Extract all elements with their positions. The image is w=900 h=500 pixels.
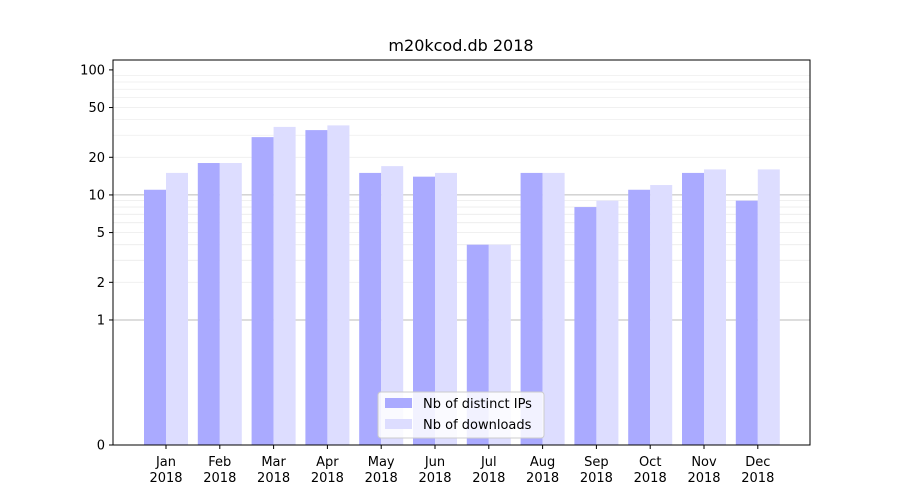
bar-distinct-ips [413, 176, 435, 445]
bar-distinct-ips [359, 172, 382, 445]
bar-downloads [435, 172, 457, 445]
legend-label-series-2: Nb of downloads [423, 418, 532, 433]
bar-distinct-ips [251, 137, 274, 445]
x-tick-label-month: Aug [530, 455, 555, 470]
x-tick-label-month: May [368, 455, 395, 470]
y-tick-label: 50 [88, 101, 105, 116]
bar-downloads [542, 172, 565, 445]
x-tick-label-year: 2018 [741, 471, 774, 486]
y-tick-label: 2 [97, 276, 105, 291]
x-tick-label-year: 2018 [418, 471, 451, 486]
legend-box [377, 391, 545, 439]
x-tick-label-month: Jun [424, 455, 445, 470]
bar-downloads [381, 166, 404, 445]
x-axis: Jan2018Feb2018Mar2018Apr2018May2018Jun20… [149, 445, 774, 486]
y-tick-label: 100 [80, 63, 105, 78]
bar-distinct-ips [144, 189, 166, 445]
x-tick-label-year: 2018 [149, 471, 182, 486]
chart-title: m20kcod.db 2018 [388, 36, 533, 55]
y-axis: 0 1 2 5 10 20 50 100 [80, 63, 113, 454]
x-tick-label-year: 2018 [203, 471, 236, 486]
x-tick-label-month: Apr [316, 455, 339, 470]
bar-distinct-ips [520, 172, 543, 445]
x-tick-label-year: 2018 [472, 471, 505, 486]
bar-distinct-ips [305, 130, 328, 445]
legend-swatch-series-2 [385, 419, 412, 429]
x-tick-label-year: 2018 [634, 471, 667, 486]
x-tick-label-month: Nov [691, 455, 717, 470]
bar-downloads [704, 169, 726, 445]
y-tick-label: 10 [88, 188, 105, 203]
x-tick-label-year: 2018 [526, 471, 559, 486]
bar-distinct-ips [735, 200, 758, 445]
plot-area-frame [112, 59, 811, 446]
bar-distinct-ips [197, 163, 220, 445]
x-tick-label-month: Jul [480, 455, 497, 470]
bar-downloads [650, 185, 673, 445]
legend-label-series-1: Nb of distinct IPs [423, 397, 532, 412]
legend-swatch-series-1 [385, 398, 412, 408]
x-tick-label-year: 2018 [311, 471, 344, 486]
y-tick-label: 20 [88, 151, 105, 166]
x-tick-label-month: Sep [584, 455, 609, 470]
bar-distinct-ips [628, 189, 651, 445]
x-tick-label-month: Feb [208, 455, 231, 470]
x-tick-label-month: Oct [639, 455, 661, 470]
legend: Nb of distinct IPs Nb of downloads [377, 391, 545, 439]
y-tick-label: 5 [97, 226, 105, 241]
x-tick-label-year: 2018 [580, 471, 613, 486]
x-tick-label-year: 2018 [687, 471, 720, 486]
x-tick-label-month: Jan [155, 455, 176, 470]
x-tick-label-year: 2018 [257, 471, 290, 486]
y-tick-label: 0 [97, 439, 105, 454]
bar-downloads [757, 169, 780, 445]
x-tick-label-year: 2018 [365, 471, 398, 486]
bar-downloads [596, 200, 619, 445]
bar-distinct-ips [574, 207, 597, 445]
y-tick-label: 1 [97, 313, 105, 328]
bar-downloads [327, 125, 350, 445]
bar-downloads [219, 163, 242, 445]
x-tick-label-month: Dec [745, 455, 770, 470]
bar-downloads [273, 126, 296, 446]
bar-distinct-ips [682, 172, 704, 445]
bar-downloads [166, 172, 188, 445]
x-tick-label-month: Mar [261, 455, 286, 470]
